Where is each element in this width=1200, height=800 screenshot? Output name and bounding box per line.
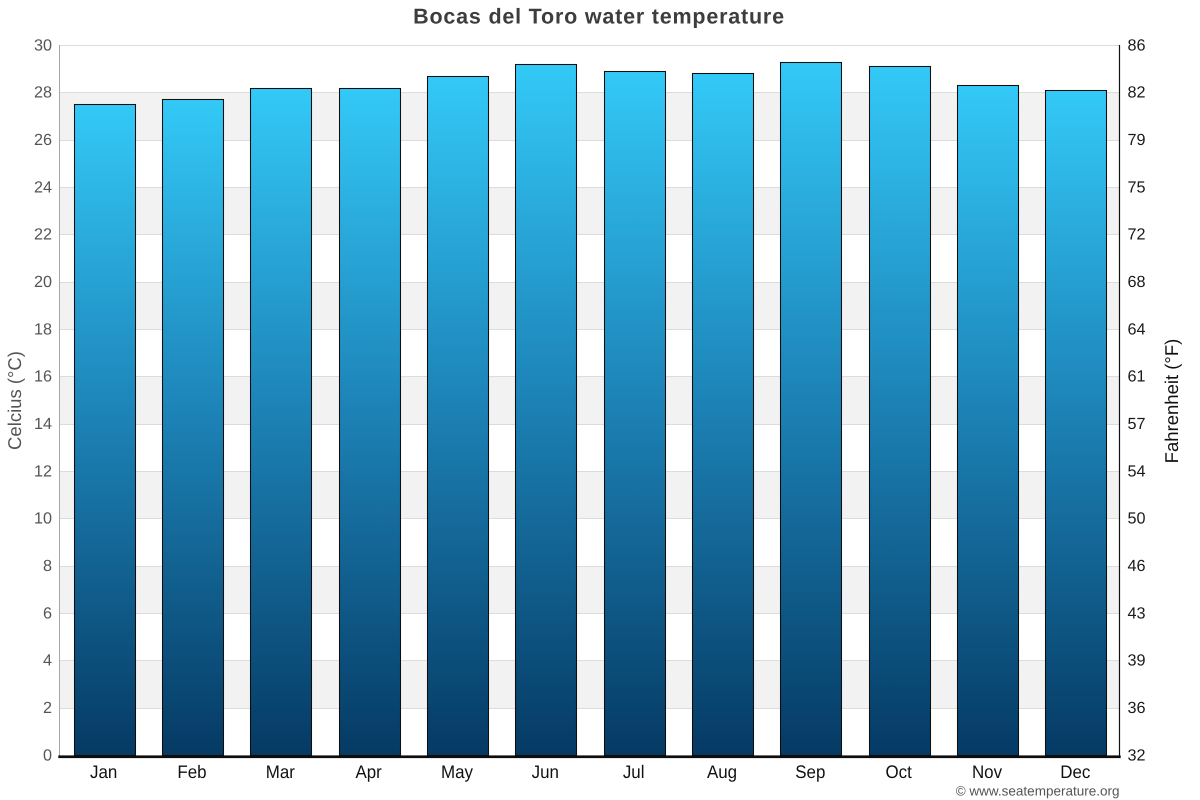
svg-text:68: 68 xyxy=(1128,273,1146,291)
svg-text:20: 20 xyxy=(34,273,52,291)
svg-text:72: 72 xyxy=(1128,226,1146,244)
svg-text:Nov: Nov xyxy=(972,762,1003,782)
svg-text:Apr: Apr xyxy=(356,762,382,782)
svg-text:18: 18 xyxy=(34,320,52,338)
svg-text:64: 64 xyxy=(1128,320,1146,338)
svg-text:36: 36 xyxy=(1128,699,1146,717)
svg-text:28: 28 xyxy=(34,84,52,102)
svg-text:Jul: Jul xyxy=(623,762,645,782)
svg-text:16: 16 xyxy=(34,368,52,386)
svg-text:Fahrenheit (°F): Fahrenheit (°F) xyxy=(1161,339,1182,464)
svg-text:Aug: Aug xyxy=(707,762,737,782)
svg-text:14: 14 xyxy=(34,415,52,433)
svg-text:32: 32 xyxy=(1128,746,1146,764)
svg-text:61: 61 xyxy=(1128,368,1146,386)
svg-text:57: 57 xyxy=(1128,415,1146,433)
svg-text:39: 39 xyxy=(1128,652,1146,670)
svg-text:0: 0 xyxy=(43,746,52,764)
svg-text:Mar: Mar xyxy=(266,762,295,782)
svg-text:4: 4 xyxy=(43,652,52,670)
svg-text:Celcius (°C): Celcius (°C) xyxy=(4,351,25,450)
svg-text:86: 86 xyxy=(1128,36,1146,54)
svg-text:2: 2 xyxy=(43,699,52,717)
svg-text:8: 8 xyxy=(43,557,52,575)
svg-text:Feb: Feb xyxy=(177,762,206,782)
svg-text:Jan: Jan xyxy=(90,762,117,782)
svg-text:26: 26 xyxy=(34,131,52,149)
svg-text:22: 22 xyxy=(34,226,52,244)
svg-text:82: 82 xyxy=(1128,84,1146,102)
svg-text:43: 43 xyxy=(1128,604,1146,622)
svg-text:Oct: Oct xyxy=(886,762,912,782)
svg-text:6: 6 xyxy=(43,604,52,622)
svg-text:79: 79 xyxy=(1128,131,1146,149)
svg-text:© www.seatemperature.org: © www.seatemperature.org xyxy=(956,784,1120,799)
svg-text:Jun: Jun xyxy=(532,762,559,782)
svg-text:30: 30 xyxy=(34,36,52,54)
svg-text:54: 54 xyxy=(1128,462,1146,480)
svg-text:46: 46 xyxy=(1128,557,1146,575)
svg-text:75: 75 xyxy=(1128,178,1146,196)
svg-text:24: 24 xyxy=(34,178,52,196)
svg-text:10: 10 xyxy=(34,510,52,528)
svg-text:50: 50 xyxy=(1128,510,1146,528)
svg-text:12: 12 xyxy=(34,462,52,480)
svg-text:Sep: Sep xyxy=(795,762,825,782)
svg-text:Dec: Dec xyxy=(1060,762,1090,782)
svg-text:Bocas del Toro water temperatu: Bocas del Toro water temperature xyxy=(413,5,785,29)
svg-text:May: May xyxy=(441,762,474,782)
